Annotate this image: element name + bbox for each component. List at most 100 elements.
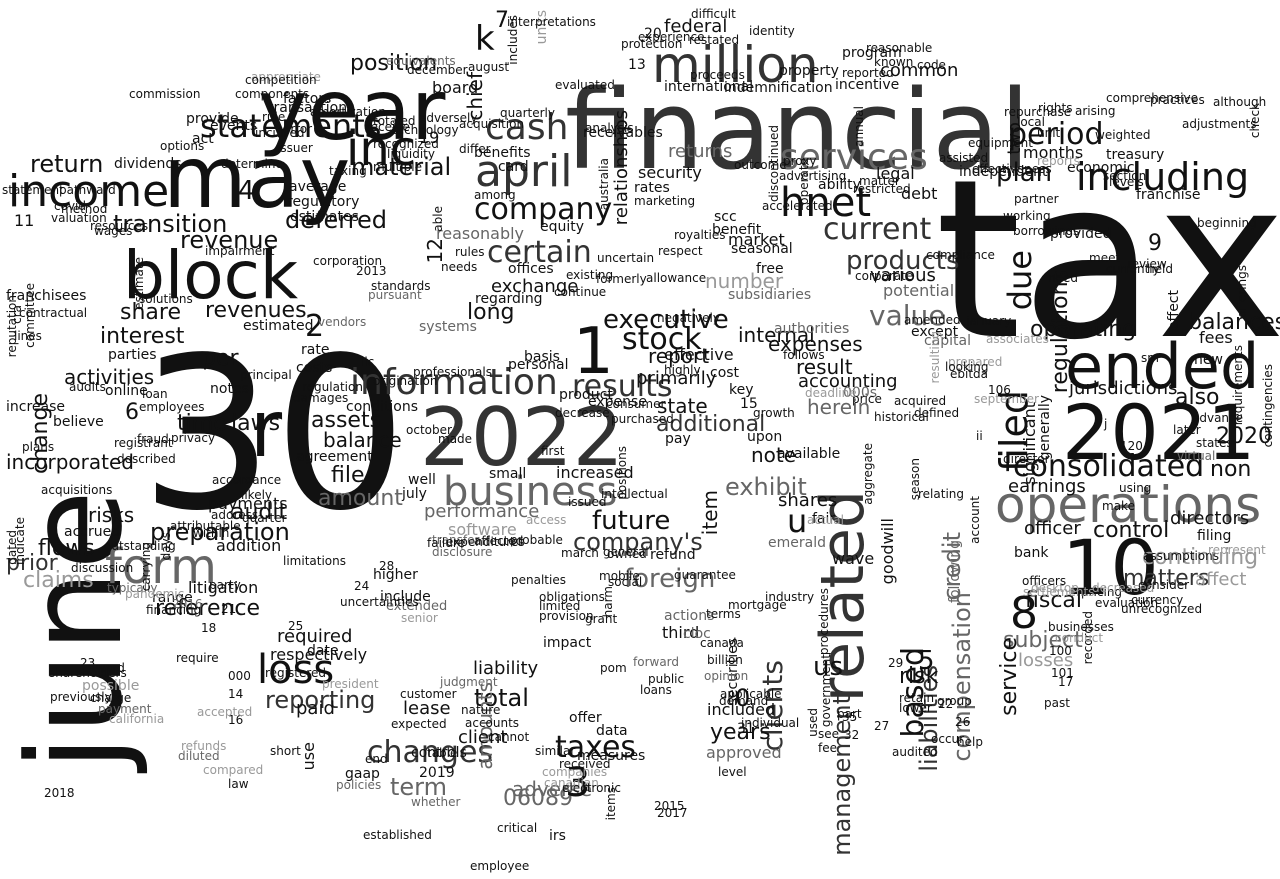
cloud-word: transfer [432,533,480,547]
cloud-word: costs [296,360,333,376]
cloud-word: million [652,36,819,94]
cloud-word: 32 [844,728,860,742]
cloud-word: limitations [283,554,346,568]
cloud-word: legal [876,164,915,183]
cloud-word: expenses [768,332,863,356]
cloud-word: financing [146,603,202,617]
cloud-word: events [210,118,258,134]
cloud-word: mobile [599,569,640,583]
cloud-word: appropriate [251,70,321,84]
cloud-word: cash [485,107,569,148]
cloud-word: obligations [539,590,605,604]
cloud-word: 31 [737,721,755,737]
cloud-word: uncertain [597,251,655,265]
cloud-word: defined [914,406,960,420]
cloud-word: differ [459,142,491,156]
cloud-word: addition [216,536,282,555]
cloud-word: proxy [783,154,817,168]
cloud-word: discussion [71,561,134,575]
cloud-word: 23 [80,656,96,670]
cloud-word: looking [945,360,989,374]
cloud-word: interest [100,324,185,349]
cloud-word: terms [706,607,741,621]
cloud-word: revenues [205,298,307,323]
cloud-word: interpretations [507,15,596,29]
cloud-word: returns [668,141,733,162]
cloud-word: upon [747,429,783,445]
cloud-word: filing [1197,528,1232,544]
cloud-word: government [819,654,833,728]
cloud-word: held [1147,262,1173,276]
cloud-word: act [192,131,214,147]
cloud-word: pricing [1081,585,1123,599]
cloud-word: judgment [440,675,498,689]
cloud-word: whether [411,795,461,809]
cloud-word: see [818,727,840,741]
cloud-word: make [1102,499,1135,513]
cloud-word: primarily [636,368,717,389]
cloud-word: reasonably [436,224,525,243]
cloud-word: information [350,362,558,403]
cloud-word: plans [22,440,55,454]
cloud-word: statement [2,183,64,197]
cloud-word: code [917,58,946,72]
cloud-word: 0 [735,684,751,712]
cloud-word: social [608,575,643,589]
cloud-word: commission [129,87,201,101]
cloud-word: pay [665,431,691,447]
cloud-word: standards [371,279,431,293]
cloud-word: taxes [555,730,637,765]
cloud-word: provided [1050,226,1112,242]
cloud-word: jurisdictions [1069,378,1178,399]
cloud-word: march [561,546,599,560]
cloud-word: 120 [1120,439,1143,453]
cloud-word: ebitda [950,367,989,381]
cloud-word: hnet [780,180,871,226]
cloud-word: rate [301,342,330,358]
cloud-word: professionals [413,365,492,379]
cloud-word: analysis [585,121,634,135]
cloud-word: laws [231,411,281,436]
cloud-word: impact [543,635,592,651]
cloud-word: multiple [373,160,423,174]
cloud-word: expenditures [446,535,525,549]
cloud-word: income [8,166,170,217]
cloud-word: practices [1150,93,1205,107]
cloud-word: control [1093,518,1170,543]
cloud-word: note [751,443,797,467]
cloud-word: offices [508,261,554,277]
cloud-word: lines [14,329,42,343]
cloud-word: average [289,179,347,195]
cloud-word: sm [1141,351,1159,365]
cloud-word: guarantee [674,568,736,582]
cloud-word: forward [633,655,680,669]
cloud-word: exchange [491,276,579,297]
cloud-word: accounting [798,371,898,392]
cloud-word: accrued [64,524,121,540]
cloud-word: registered [265,666,327,680]
cloud-word: 35 [842,710,858,724]
cloud-word: loans [640,683,672,697]
cloud-word: annual [852,106,866,147]
cloud-word: adversely [419,111,478,125]
cloud-word: shares [778,490,838,511]
cloud-word: account [968,496,982,544]
cloud-word: incentive [835,77,900,93]
cloud-word: end [365,752,388,766]
cloud-word: california [109,712,165,726]
cloud-word: k [475,19,495,59]
cloud-word: effectiveness [972,162,1052,176]
cloud-word: 2015 [654,799,685,813]
cloud-word: help [957,735,983,749]
cloud-word: party [209,578,241,592]
cloud-word: unit [1037,126,1061,140]
cloud-word: u [787,502,808,540]
cloud-word: failure [427,536,465,550]
cloud-word: part [837,707,862,721]
cloud-word: 000s [843,385,878,401]
cloud-word: benefits [474,145,531,161]
cloud-word: president [322,677,379,691]
cloud-word: 28 [379,559,395,573]
cloud-word: september [974,392,1039,406]
cloud-word: carrying [139,542,153,592]
